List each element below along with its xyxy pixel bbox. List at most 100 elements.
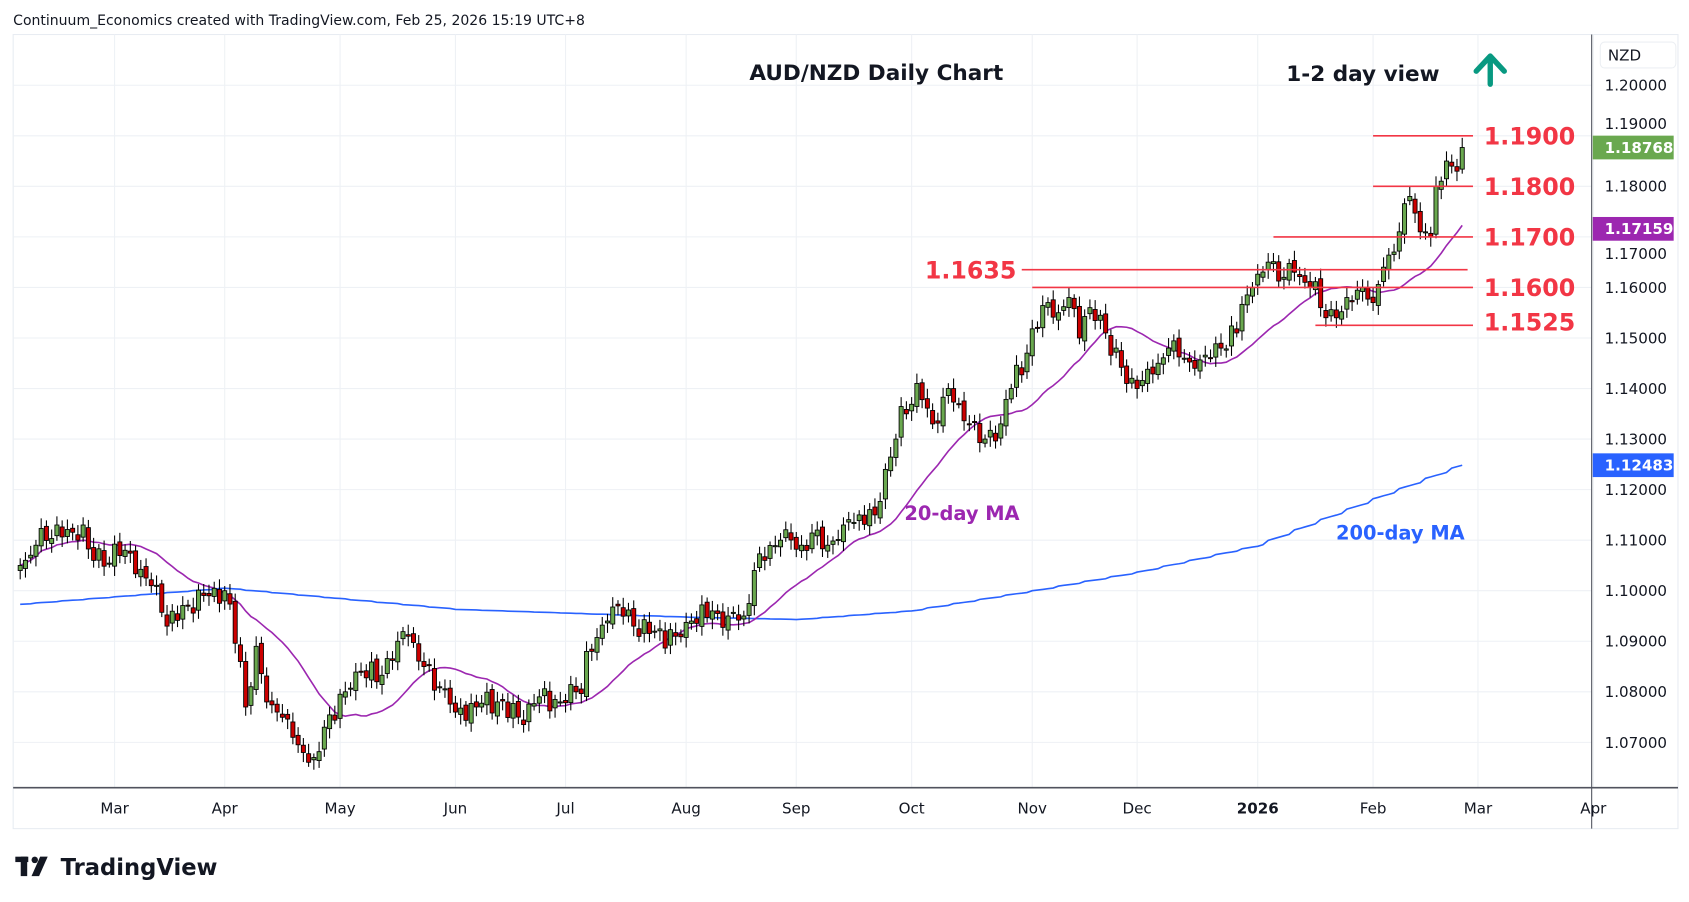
- candle: [584, 651, 590, 697]
- candle: [1134, 379, 1140, 389]
- candle: [227, 593, 233, 605]
- candle: [1302, 275, 1308, 283]
- currency-button[interactable]: [1599, 41, 1677, 69]
- candle: [903, 408, 909, 415]
- chart-title: AUD/NZD Daily Chart: [749, 61, 1003, 86]
- candle: [1118, 350, 1124, 368]
- candle: [741, 615, 747, 620]
- candle: [1213, 343, 1219, 358]
- candle: [631, 608, 637, 627]
- candle: [1386, 254, 1392, 270]
- candle: [64, 529, 70, 537]
- candle: [437, 686, 443, 689]
- price-tick-label: 1.16000: [1605, 279, 1667, 297]
- candle: [1040, 305, 1046, 329]
- candle: [180, 605, 186, 620]
- candle: [1260, 271, 1266, 278]
- candle: [552, 699, 558, 709]
- candle: [793, 536, 799, 550]
- candle: [1244, 294, 1250, 306]
- candle: [258, 642, 264, 675]
- candle: [1381, 266, 1387, 282]
- candle: [1218, 342, 1224, 349]
- candle: [300, 744, 306, 753]
- price-tick-label: 1.12000: [1605, 481, 1667, 499]
- candle: [279, 713, 285, 718]
- tradingview-logo-text: TradingView: [61, 855, 218, 881]
- candle: [704, 601, 710, 618]
- time-axis[interactable]: Mar Apr May Jun Jul Aug Sep Oct Nov Dec 2026 Feb Mar…: [100, 800, 1607, 818]
- candle: [646, 621, 652, 634]
- candle: [358, 670, 364, 673]
- candle: [715, 610, 721, 614]
- candle: [1312, 281, 1318, 291]
- candle: [1344, 297, 1350, 310]
- ma200-value: 1.12483: [1605, 457, 1674, 475]
- candle: [940, 396, 946, 427]
- candle: [28, 554, 34, 559]
- candle: [201, 592, 207, 596]
- candle: [877, 501, 883, 519]
- last-price-value: 1.18768: [1605, 139, 1674, 157]
- attribution: Continuum_Economics created with Trading…: [13, 13, 585, 29]
- candle: [216, 588, 222, 604]
- candle: [395, 640, 401, 663]
- candle: [1433, 185, 1439, 235]
- candle: [1286, 263, 1292, 281]
- candle: [332, 714, 338, 721]
- ma200-line: [20, 464, 1463, 621]
- candle: [1008, 388, 1014, 400]
- chart-frame: [12, 33, 1679, 830]
- candle: [17, 565, 23, 571]
- candle: [285, 713, 291, 720]
- candle: [757, 553, 763, 569]
- candle: [898, 406, 904, 438]
- candle: [652, 630, 658, 633]
- candle: [1249, 286, 1255, 297]
- candle: [578, 688, 584, 694]
- candle: [846, 519, 852, 523]
- time-tick-label: Aug: [671, 800, 700, 818]
- candle: [605, 620, 610, 624]
- candle: [1396, 231, 1402, 252]
- candle: [1103, 313, 1109, 334]
- candle: [872, 506, 878, 516]
- candle: [353, 671, 359, 691]
- candle: [751, 570, 757, 607]
- candle: [1024, 352, 1030, 373]
- tradingview-logo[interactable]: TradingView: [15, 855, 218, 881]
- candle: [924, 398, 930, 409]
- candle: [290, 721, 296, 738]
- candle: [610, 606, 616, 625]
- candle: [778, 539, 784, 548]
- candle: [1323, 310, 1329, 319]
- candle: [599, 624, 605, 639]
- candle: [730, 611, 736, 614]
- candle: [762, 556, 768, 561]
- candle: [1444, 160, 1449, 180]
- candle: [1113, 347, 1119, 353]
- candle: [505, 701, 511, 718]
- ma200-badge: [1592, 453, 1674, 478]
- candle: [379, 674, 385, 685]
- candle: [59, 526, 65, 538]
- candle: [557, 701, 563, 704]
- candle: [510, 703, 516, 719]
- level-label: 1.1900: [1484, 122, 1576, 150]
- candle: [683, 621, 689, 638]
- candle: [1265, 261, 1271, 270]
- ma20-line: [19, 224, 1463, 718]
- candle: [269, 700, 275, 706]
- candle: [1333, 309, 1339, 319]
- candle: [117, 541, 123, 557]
- candle: [1318, 278, 1324, 309]
- candle: [253, 645, 259, 690]
- price-axis[interactable]: 1.20000 1.19000 1.18000 1.17000 1.16000 1.150…: [1605, 77, 1667, 752]
- candle: [547, 690, 553, 712]
- candle: [237, 644, 243, 662]
- candle: [458, 707, 464, 715]
- candle: [835, 539, 841, 541]
- price-tick-label: 1.14000: [1605, 380, 1667, 398]
- candle: [799, 544, 804, 552]
